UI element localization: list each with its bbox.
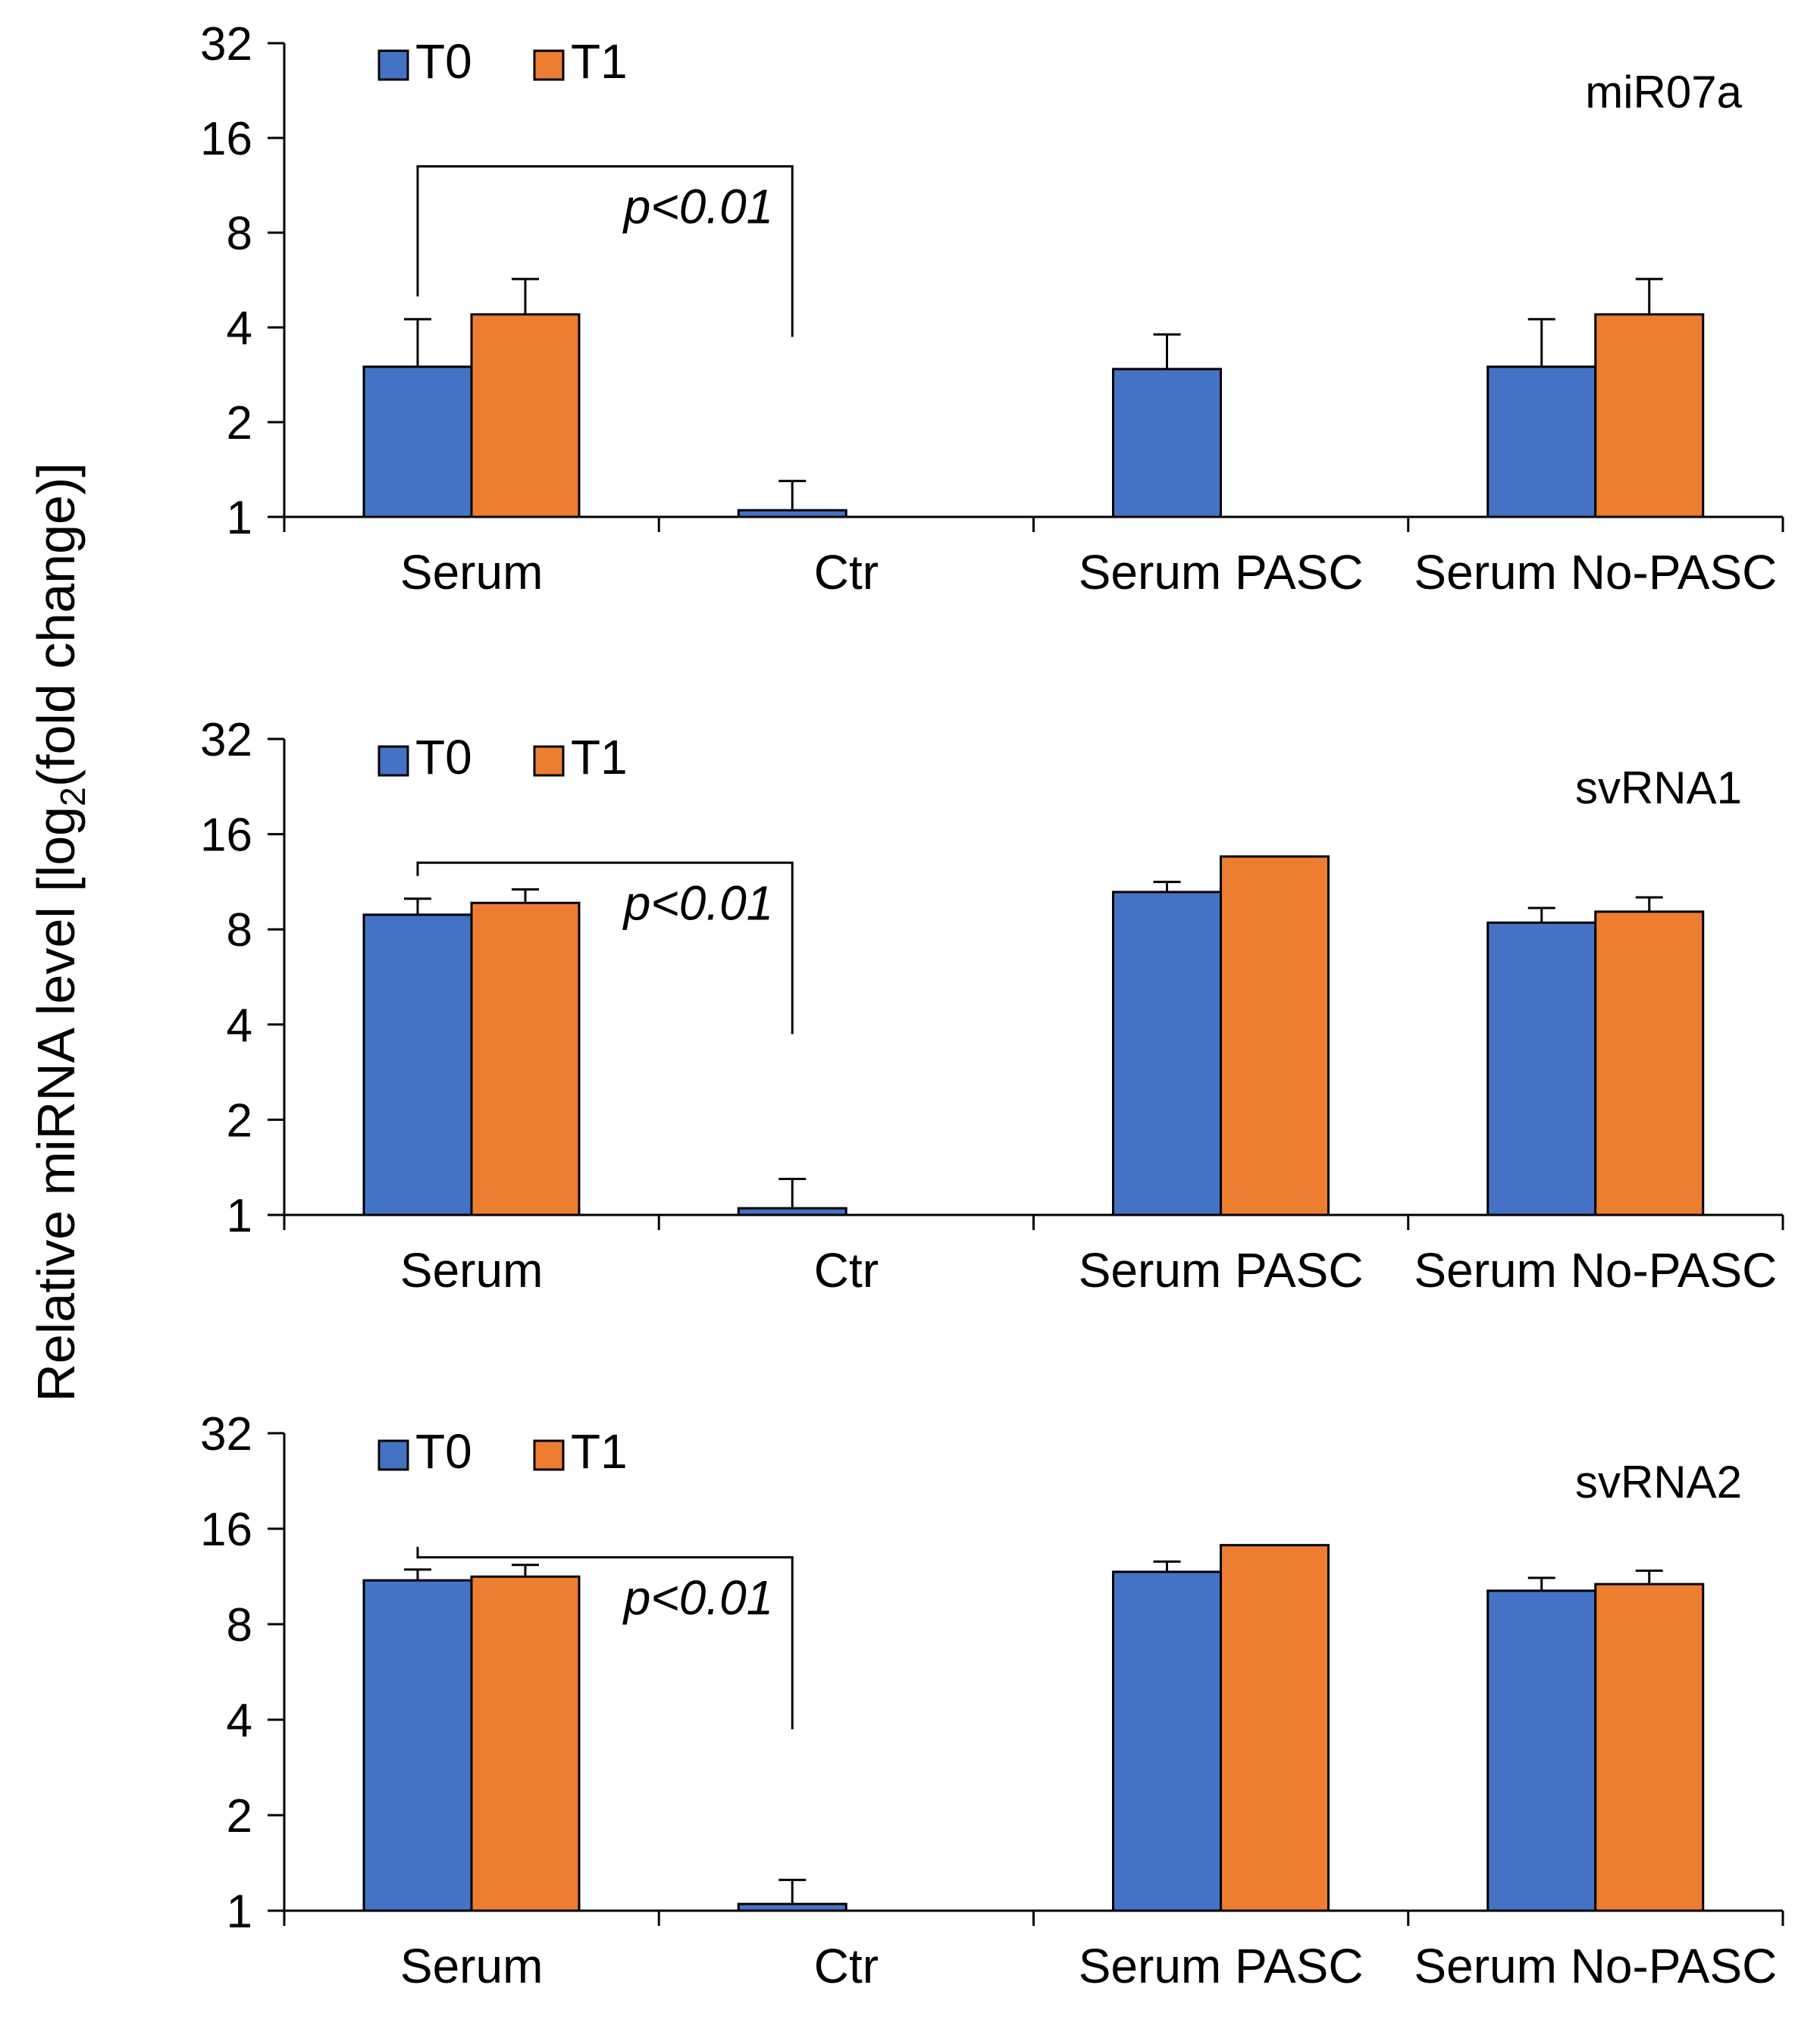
legend-label-t1: T1 [571, 1424, 628, 1479]
significance-bracket [416, 861, 794, 1035]
y-tick-label: 2 [227, 397, 252, 449]
y-tick-label: 32 [200, 18, 252, 70]
y-tick-label: 16 [200, 113, 252, 165]
chart-panels: 1 2 4 8 16 32 Serum Ctr Serum PASC Serum No-PASC p… [200, 18, 1784, 1993]
y-axis-label-subscript: 2 [53, 787, 92, 806]
legend-swatch-t1 [533, 1439, 565, 1471]
x-category-label-ctr: Ctr [814, 1243, 879, 1298]
y-axis-label-suffix: (fold change)] [27, 462, 86, 787]
x-category-label-serum-pasc: Serum PASC [1079, 545, 1364, 600]
panel-title: svRNA2 [1575, 1457, 1742, 1507]
x-category-label-serum: Serum [400, 1243, 543, 1298]
y-tick-label: 32 [200, 714, 252, 766]
y-tick-label: 2 [227, 1094, 252, 1147]
bar-t0-serum [362, 365, 473, 518]
y-tick-label: 32 [200, 1408, 252, 1461]
bar-t1-serum-pasc [1220, 1544, 1330, 1912]
panel-svrna1: 1 2 4 8 16 32 Serum Ctr Serum PASC Serum No-PASC p… [200, 714, 1784, 1298]
y-tick-label: 16 [200, 809, 252, 862]
bar-t0-serum-pasc [1112, 368, 1222, 518]
legend-label-t1: T1 [571, 730, 628, 784]
x-category-label-serum-pasc: Serum PASC [1079, 1243, 1364, 1298]
panel-title: svRNA1 [1575, 762, 1742, 813]
y-tick-label: 8 [227, 208, 252, 260]
p-value-annotation: p<0.01 [622, 1570, 774, 1625]
bar-t0-serum-no-pasc [1486, 921, 1597, 1216]
significance-bracket [416, 165, 794, 337]
legend-swatch-t0 [377, 1439, 409, 1471]
y-axis-label: Relative miRNA level [log2(fold change)] [27, 462, 92, 1402]
y-tick-label: 1 [227, 1190, 252, 1242]
x-category-label-serum: Serum [400, 545, 543, 600]
x-category-label-serum-pasc: Serum PASC [1079, 1939, 1364, 1993]
y-axis-label-prefix: Relative miRNA level [log [27, 806, 86, 1402]
p-value-annotation: p<0.01 [622, 875, 774, 930]
y-tick-label: 1 [227, 492, 252, 544]
bar-t1-serum-no-pasc [1594, 313, 1705, 518]
x-category-label-ctr: Ctr [814, 545, 879, 600]
bar-t1-serum-pasc [1220, 855, 1330, 1216]
bar-t1-serum-no-pasc [1594, 1583, 1705, 1912]
bar-t0-ctr [737, 1902, 847, 1912]
y-tick-label: 2 [227, 1790, 252, 1842]
legend-swatch-t0 [377, 49, 409, 81]
y-tick-label: 4 [227, 302, 252, 355]
y-tick-label: 4 [227, 1000, 252, 1052]
legend-label-t0: T0 [415, 34, 472, 89]
x-category-label-serum-no-pasc: Serum No-PASC [1414, 1939, 1777, 1993]
bar-t1-serum-no-pasc [1594, 910, 1705, 1216]
bar-t0-serum [362, 913, 473, 1216]
legend-swatch-t0 [377, 745, 409, 777]
legend-swatch-t1 [533, 745, 565, 777]
legend-label-t0: T0 [415, 730, 472, 784]
bar-t0-serum-pasc [1112, 1570, 1222, 1912]
panel-mir07a: 1 2 4 8 16 32 Serum Ctr Serum PASC Serum No-PASC p… [200, 18, 1784, 600]
panel-svrna2: 1 2 4 8 16 32 Serum Ctr Serum PASC Serum No-PASC p… [200, 1408, 1784, 1993]
y-tick-label: 1 [227, 1886, 252, 1938]
legend-swatch-t1 [533, 49, 565, 81]
y-tick-label: 16 [200, 1504, 252, 1556]
bar-t0-serum [362, 1579, 473, 1912]
y-tick-label: 8 [227, 1599, 252, 1651]
bar-t1-serum [470, 1575, 581, 1912]
x-category-label-serum-no-pasc: Serum No-PASC [1414, 545, 1777, 600]
y-tick-label: 4 [227, 1695, 252, 1747]
p-value-annotation: p<0.01 [622, 180, 774, 234]
bar-t0-serum-no-pasc [1486, 1589, 1597, 1912]
bar-t0-ctr [737, 1207, 847, 1216]
bar-t0-serum-pasc [1112, 891, 1222, 1216]
bar-t1-serum [470, 901, 581, 1216]
bar-t0-ctr [737, 509, 847, 518]
significance-bracket [416, 1546, 794, 1730]
x-category-label-ctr: Ctr [814, 1939, 879, 1993]
legend-label-t1: T1 [571, 34, 628, 89]
panel-title: miR07a [1585, 67, 1742, 117]
bar-t0-serum-no-pasc [1486, 365, 1597, 518]
bar-t1-serum [470, 313, 581, 518]
y-tick-label: 8 [227, 904, 252, 956]
legend-label-t0: T0 [415, 1424, 472, 1479]
x-category-label-serum: Serum [400, 1939, 543, 1993]
x-category-label-serum-no-pasc: Serum No-PASC [1414, 1243, 1777, 1298]
